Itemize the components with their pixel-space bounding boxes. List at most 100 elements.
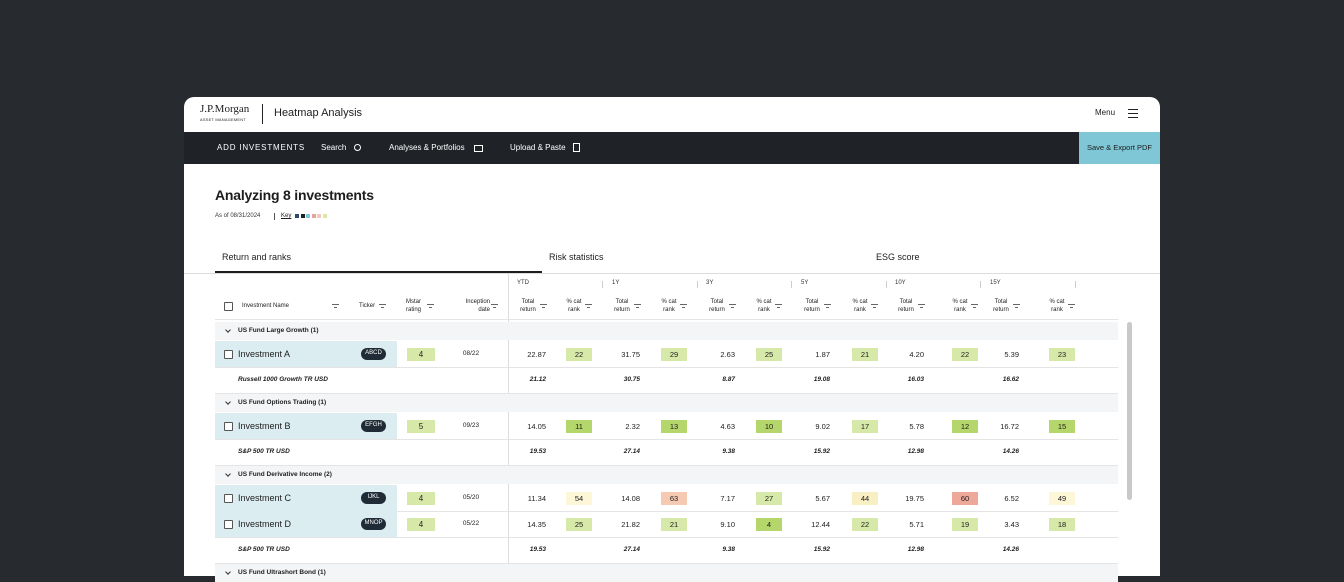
cat-rank: 11	[575, 422, 583, 431]
header-divider	[262, 104, 263, 124]
folder-icon	[474, 145, 483, 152]
menu-button[interactable]: Menu	[1095, 108, 1116, 117]
column-header[interactable]: Total return	[898, 299, 914, 313]
column-header[interactable]: Total return	[614, 299, 630, 313]
column-header[interactable]: Total return	[709, 299, 725, 313]
benchmark-return: 21.12	[529, 376, 546, 383]
checkbox	[224, 350, 233, 359]
export-button[interactable]	[1079, 132, 1160, 164]
period-label: 5Y	[801, 280, 809, 286]
benchmark-name: Russell 1000 Growth TR USD	[238, 376, 328, 383]
sort-icon	[918, 304, 925, 310]
tab[interactable]: Risk statistics	[549, 252, 604, 262]
add-investments[interactable]: ADD INVESTMENTS	[217, 143, 306, 152]
column-header[interactable]: % cat rank	[661, 299, 677, 313]
investment-name[interactable]: Investment B	[238, 421, 291, 431]
tab-divider	[184, 273, 1160, 274]
column-header[interactable]: Mstar rating	[406, 299, 422, 313]
cat-rank: 15	[1057, 422, 1067, 431]
rank-chip	[852, 492, 878, 505]
page-heading: Analyzing 8 investments	[215, 187, 374, 203]
cat-rank: 49	[1057, 494, 1067, 503]
rank-chip	[852, 420, 878, 433]
cat-rank: 29	[669, 350, 679, 359]
rank-chip	[661, 492, 687, 505]
benchmark-return: 14.26	[1002, 546, 1019, 553]
tab[interactable]: ESG score	[876, 252, 920, 262]
benchmark-return: 30.75	[623, 376, 640, 383]
sort-icon	[427, 304, 434, 310]
ticker: IJKL	[367, 494, 380, 500]
cat-rank: 22	[860, 520, 870, 529]
column-header[interactable]: Total return	[993, 299, 1009, 313]
total-return: 5.67	[815, 494, 830, 503]
separator	[274, 213, 275, 220]
sort-icon	[729, 304, 736, 310]
column-header[interactable]: % cat rank	[1049, 299, 1065, 313]
upload-button[interactable]: Upload & Paste	[510, 143, 566, 152]
mstar-rating: 4	[418, 520, 424, 529]
rank-chip	[952, 348, 978, 361]
total-return: 4.20	[909, 350, 924, 359]
benchmark-return: 19.08	[813, 376, 830, 383]
rank-chip	[661, 518, 687, 531]
total-return: 14.05	[527, 422, 546, 431]
investment-name[interactable]: Investment A	[238, 349, 291, 359]
app-title: Heatmap Analysis	[274, 107, 363, 119]
period-label: 10Y	[895, 280, 906, 286]
rating-chip	[407, 348, 435, 361]
checkbox	[224, 520, 233, 529]
total-return: 21.82	[621, 520, 640, 529]
cat-rank: 17	[860, 422, 870, 431]
cat-rank: 23	[1057, 350, 1067, 359]
cat-rank: 4	[766, 520, 772, 529]
column-header[interactable]: Total return	[520, 299, 536, 313]
sort-icon	[585, 304, 592, 310]
export-label[interactable]: Save & Export PDF	[1086, 143, 1153, 152]
group-row	[215, 466, 1118, 484]
investment-name[interactable]: Investment D	[238, 519, 292, 529]
cat-rank: 13	[669, 422, 679, 431]
period-label: 3Y	[706, 280, 714, 286]
period-divider	[602, 281, 603, 288]
column-header[interactable]: % cat rank	[566, 299, 582, 313]
menu-icon	[1128, 109, 1138, 110]
rank-chip	[952, 492, 978, 505]
group-title: US Fund Derivative Income (2)	[238, 471, 332, 478]
rank-chip	[756, 348, 782, 361]
cat-rank: 60	[960, 494, 970, 503]
cat-rank: 63	[669, 494, 679, 503]
key-link[interactable]: Key	[281, 213, 292, 219]
column-header[interactable]: Investment Name	[242, 303, 290, 309]
checkbox	[224, 494, 233, 503]
total-return: 5.39	[1004, 350, 1019, 359]
total-return: 12.44	[811, 520, 830, 529]
analyses-button[interactable]: Analyses & Portfolios	[389, 143, 465, 152]
inception-date: 05/22	[462, 520, 480, 527]
key-swatch	[322, 214, 327, 218]
tab-underline	[215, 271, 542, 273]
menu-icon	[1128, 113, 1138, 114]
mstar-rating: 4	[418, 350, 424, 359]
sort-icon	[540, 304, 547, 310]
column-header[interactable]: % cat rank	[756, 299, 772, 313]
column-header[interactable]: Total return	[804, 299, 820, 313]
column-header[interactable]: % cat rank	[852, 299, 868, 313]
cat-rank: 18	[1057, 520, 1067, 529]
rating-chip	[407, 420, 435, 433]
column-header[interactable]: % cat rank	[952, 299, 968, 313]
column-header[interactable]: Inception date	[465, 299, 490, 313]
tab[interactable]: Return and ranks	[222, 252, 292, 262]
key-swatch	[317, 214, 321, 218]
key-swatch	[306, 214, 310, 218]
cat-rank: 12	[960, 422, 970, 431]
row-line	[215, 319, 1118, 320]
rank-chip	[1049, 518, 1075, 531]
investment-name[interactable]: Investment C	[238, 493, 292, 503]
rank-chip	[852, 348, 878, 361]
benchmark-return: 12.98	[907, 546, 924, 553]
row-line	[215, 563, 1118, 564]
search-button[interactable]: Search	[321, 143, 347, 152]
column-header[interactable]: Ticker	[359, 303, 376, 309]
